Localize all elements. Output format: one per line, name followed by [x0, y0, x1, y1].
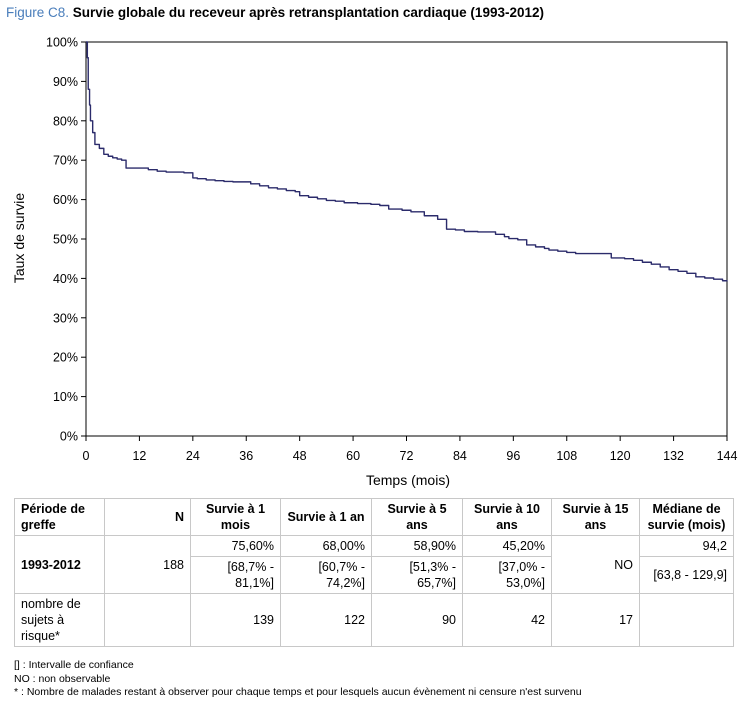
at-risk-1m-cell: 139	[190, 593, 281, 647]
header-period: Période de greffe	[14, 498, 105, 536]
footnote: * : Nombre de malades restant à observer…	[14, 686, 582, 698]
y-tick-label: 100%	[46, 36, 78, 50]
y-tick-label: 0%	[60, 430, 78, 444]
x-tick-label: 24	[186, 449, 200, 463]
x-tick-label: 132	[663, 449, 684, 463]
at-risk-median-cell	[639, 593, 734, 647]
at-risk-10y-cell: 42	[462, 593, 552, 647]
x-tick-label: 96	[506, 449, 520, 463]
figure-title: Figure C8. Survie globale du receveur ap…	[6, 5, 544, 20]
y-tick-label: 20%	[53, 351, 78, 365]
period-cell: 1993-2012	[14, 535, 105, 594]
y-axis-label: Taux de survie	[11, 193, 27, 283]
at-risk-15y-cell: 17	[551, 593, 640, 647]
header-surv-5y: Survie à 5 ans	[371, 498, 463, 536]
at-risk-n-cell	[104, 593, 191, 647]
x-tick-label: 84	[453, 449, 467, 463]
table-row: nombre de sujets à risque* 139 122 90 42…	[14, 593, 734, 647]
x-tick-label: 48	[293, 449, 307, 463]
y-tick-label: 70%	[53, 154, 78, 168]
surv-1m-cell: 75,60%	[190, 535, 281, 557]
header-n: N	[104, 498, 191, 536]
y-tick-label: 50%	[53, 233, 78, 247]
surv-15y-cell: NO	[551, 535, 640, 594]
footnote: [] : Intervalle de confiance	[14, 659, 134, 671]
surv-10y-cell: 45,20%	[462, 535, 552, 557]
at-risk-label: nombre de sujets à risque*	[14, 593, 105, 647]
table-row: [68,7% - 81,1%] [60,7% - 74,2%] [51,3% -…	[15, 556, 734, 594]
header-median: Médiane de survie (mois)	[639, 498, 734, 536]
x-tick-label: 108	[556, 449, 577, 463]
x-tick-label: 36	[239, 449, 253, 463]
n-cell: 188	[104, 535, 191, 594]
x-tick-label: 120	[610, 449, 631, 463]
surv-1y-cell: 68,00%	[280, 535, 372, 557]
footnotes: [] : Intervalle de confiance NO : non ob…	[14, 659, 582, 700]
figure-caption: Survie globale du receveur après retrans…	[72, 5, 544, 20]
at-risk-1y-cell: 122	[280, 593, 372, 647]
ci-1m-cell: [68,7% - 81,1%]	[190, 556, 281, 594]
table-row: 1993-2012 188 75,60% 68,00% 58,90% 45,20…	[14, 535, 734, 594]
plot-frame	[85, 41, 728, 437]
median-cell: 94,2	[639, 535, 734, 557]
median-ci-cell: [63,8 - 129,9]	[639, 556, 734, 594]
y-tick-label: 80%	[53, 114, 78, 128]
y-tick-label: 40%	[53, 272, 78, 286]
y-tick-label: 90%	[53, 75, 78, 89]
x-tick-label: 72	[400, 449, 414, 463]
header-surv-10y: Survie à 10 ans	[462, 498, 552, 536]
ci-10y-cell: [37,0% - 53,0%]	[462, 556, 552, 594]
surv-5y-cell: 58,90%	[371, 535, 463, 557]
header-surv-15y: Survie à 15 ans	[551, 498, 640, 536]
y-tick-label: 60%	[53, 193, 78, 207]
x-tick-label: 0	[83, 449, 90, 463]
y-tick-label: 30%	[53, 311, 78, 325]
survival-chart: 0% 10% 20% 30% 40% 50% 60% 70% 80% 90% 100% 0 12 24 3…	[11, 36, 738, 489]
figure-number: Figure C8.	[6, 5, 70, 20]
y-tick-label: 10%	[53, 390, 78, 404]
at-risk-5y-cell: 90	[371, 593, 463, 647]
footnote: NO : non observable	[14, 672, 111, 685]
ci-5y-cell: [51,3% - 65,7%]	[371, 556, 463, 594]
header-surv-1m: Survie à 1 mois	[190, 498, 281, 536]
ci-1y-cell: [60,7% - 74,2%]	[280, 556, 372, 594]
x-tick-label: 144	[717, 449, 738, 463]
survival-table: Période de greffe N Survie à 1 mois Surv…	[14, 498, 734, 647]
x-axis-label: Temps (mois)	[366, 472, 450, 488]
table-header-row: Période de greffe N Survie à 1 mois Surv…	[14, 498, 734, 536]
header-surv-1y: Survie à 1 an	[280, 498, 372, 536]
x-tick-label: 12	[132, 449, 146, 463]
survival-curve	[86, 41, 728, 282]
x-tick-label: 60	[346, 449, 360, 463]
